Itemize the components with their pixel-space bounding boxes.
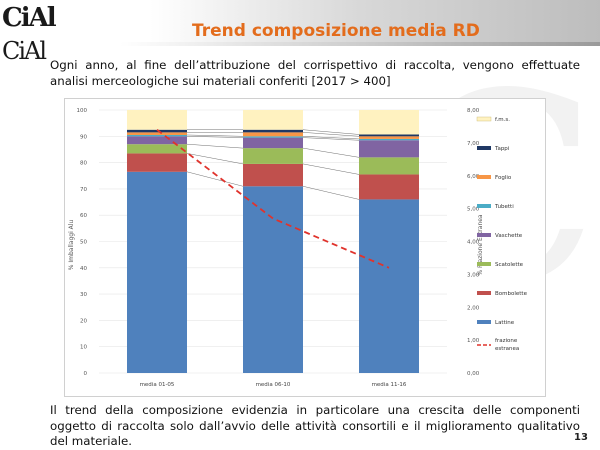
legend-label: Tubetti: [494, 204, 514, 210]
connector-line: [302, 186, 360, 200]
bar-segment: [359, 199, 419, 373]
legend-swatch: [477, 175, 491, 179]
bar-stacks: [127, 110, 419, 373]
y2-tick-label: 6,00: [467, 174, 480, 180]
legend-swatch: [477, 262, 491, 266]
bar-segment: [243, 148, 303, 164]
legend-swatch: [476, 116, 492, 122]
bar-segment: [127, 136, 187, 145]
bar-segment: [359, 157, 419, 175]
legend-label: Scatolette: [495, 262, 524, 268]
y2-axis-ticks: 0,00 1,00 2,00 3,00 4,00 5,00 6,00 7,00 8,00: [467, 108, 480, 377]
y-tick-label: 90: [80, 134, 87, 140]
y-tick-label: 0: [84, 371, 88, 377]
connector-line: [302, 129, 360, 135]
connector-line: [302, 132, 360, 137]
legend-label: frazione: [495, 338, 518, 344]
ciai-logo: CiAl CiAl: [2, 5, 57, 67]
page-number: 13: [574, 432, 588, 443]
legend-swatch: [477, 320, 491, 324]
frazione-estranea-line: [156, 129, 390, 269]
bar-segment: [359, 110, 419, 135]
y-tick-label: 60: [80, 213, 87, 219]
bar-segment: [359, 140, 419, 158]
slide-title: Trend composizione media RD: [192, 21, 480, 41]
y-tick-label: 20: [80, 318, 87, 324]
logo-line-2: CiAl: [2, 37, 47, 65]
legend-swatch: [477, 233, 491, 237]
connector-line: [302, 163, 360, 175]
legend-swatch: [477, 204, 491, 208]
connector-line: [186, 153, 244, 165]
bar-segment: [127, 132, 187, 135]
y2-tick-label: 0,00: [467, 371, 480, 377]
y-tick-label: 40: [80, 266, 87, 272]
series-connectors: [186, 129, 360, 200]
legend-label: Lattine: [495, 320, 515, 326]
header-bar: [0, 0, 600, 46]
x-tick-label: media 06-10: [256, 382, 291, 388]
bar-segment: [127, 129, 187, 133]
y2-tick-label: 5,00: [467, 207, 480, 213]
logo-line-1: CiAl: [2, 3, 57, 33]
legend-label: Bombolette: [495, 291, 528, 297]
y-tick-label: 70: [80, 187, 87, 193]
y-axis-label: % Imballaggi Alu: [68, 220, 75, 271]
bar-segment: [243, 110, 303, 130]
y2-axis-label: % Frazione Estranea: [477, 214, 484, 276]
chart-frame: 0 10 20 30 40 50 60 70 80 90 100 0,00 1,00 2,00 3,00 4…: [64, 98, 546, 397]
frazione-line-layer: [156, 129, 390, 269]
x-tick-label: media 11-16: [372, 382, 407, 388]
bar-segment: [127, 134, 187, 137]
legend-label: f.m.s.: [495, 117, 510, 123]
connector-line: [186, 171, 244, 187]
connector-line: [186, 143, 244, 149]
bar-segment: [127, 110, 187, 130]
bar-segment: [243, 136, 303, 138]
y2-tick-label: 8,00: [467, 108, 480, 114]
bar-segment: [359, 138, 419, 141]
stacked-bar-chart: 0 10 20 30 40 50 60 70 80 90 100 0,00 1,00 2,00 3,00 4…: [68, 108, 528, 388]
legend-label: estranea: [495, 346, 519, 352]
intro-paragraph: Ogni anno, al fine dell’attribuzione del…: [50, 58, 580, 88]
legend-label: Tappi: [494, 146, 510, 152]
bar-segment: [359, 134, 419, 137]
bar-segment: [127, 153, 187, 172]
legend: f.m.s. Tappi Foglio Tubetti Vaschette Scatole…: [476, 116, 528, 352]
y2-tick-label: 3,00: [467, 272, 480, 278]
y-tick-label: 50: [80, 240, 87, 246]
bar-segment: [243, 163, 303, 187]
legend-label: Vaschette: [495, 233, 523, 239]
connector-line: [186, 136, 244, 138]
conclusion-paragraph: Il trend della composizione evidenzia in…: [50, 403, 580, 448]
bar-segment: [359, 174, 419, 200]
bar-segment: [243, 186, 303, 373]
y-tick-label: 100: [77, 108, 88, 114]
bar-segment: [127, 171, 187, 373]
y2-tick-label: 7,00: [467, 141, 480, 147]
y-axis-ticks: 0 10 20 30 40 50 60 70 80 90 100: [77, 108, 88, 377]
legend-label: Foglio: [495, 175, 512, 181]
bar-segment: [243, 137, 303, 149]
connector-line: [302, 136, 360, 140]
bar-segment: [243, 132, 303, 137]
connector-line: [302, 147, 360, 158]
connector-line: [186, 134, 244, 137]
x-tick-label: media 01-05: [140, 382, 175, 388]
bar-segment: [243, 129, 303, 133]
y2-tick-label: 1,00: [467, 338, 480, 344]
x-axis-labels: media 01-05 media 06-10 media 11-16: [140, 382, 407, 388]
legend-swatch: [477, 146, 491, 150]
y-tick-label: 30: [80, 292, 87, 298]
bar-segment: [359, 136, 419, 139]
y-tick-label: 80: [80, 161, 87, 167]
y-tick-label: 10: [80, 345, 87, 351]
connector-line: [302, 137, 360, 141]
legend-swatch: [477, 291, 491, 295]
bar-segment: [127, 144, 187, 154]
y2-tick-label: 4,00: [467, 240, 480, 246]
y2-tick-label: 2,00: [467, 305, 480, 311]
